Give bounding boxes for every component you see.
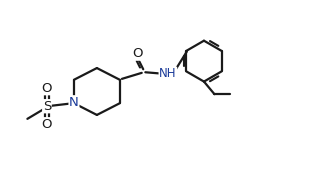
Text: NH: NH [159,67,177,80]
Text: O: O [132,47,142,60]
Text: O: O [42,82,52,95]
Text: S: S [43,100,51,113]
Text: O: O [42,118,52,131]
Text: N: N [69,96,79,109]
